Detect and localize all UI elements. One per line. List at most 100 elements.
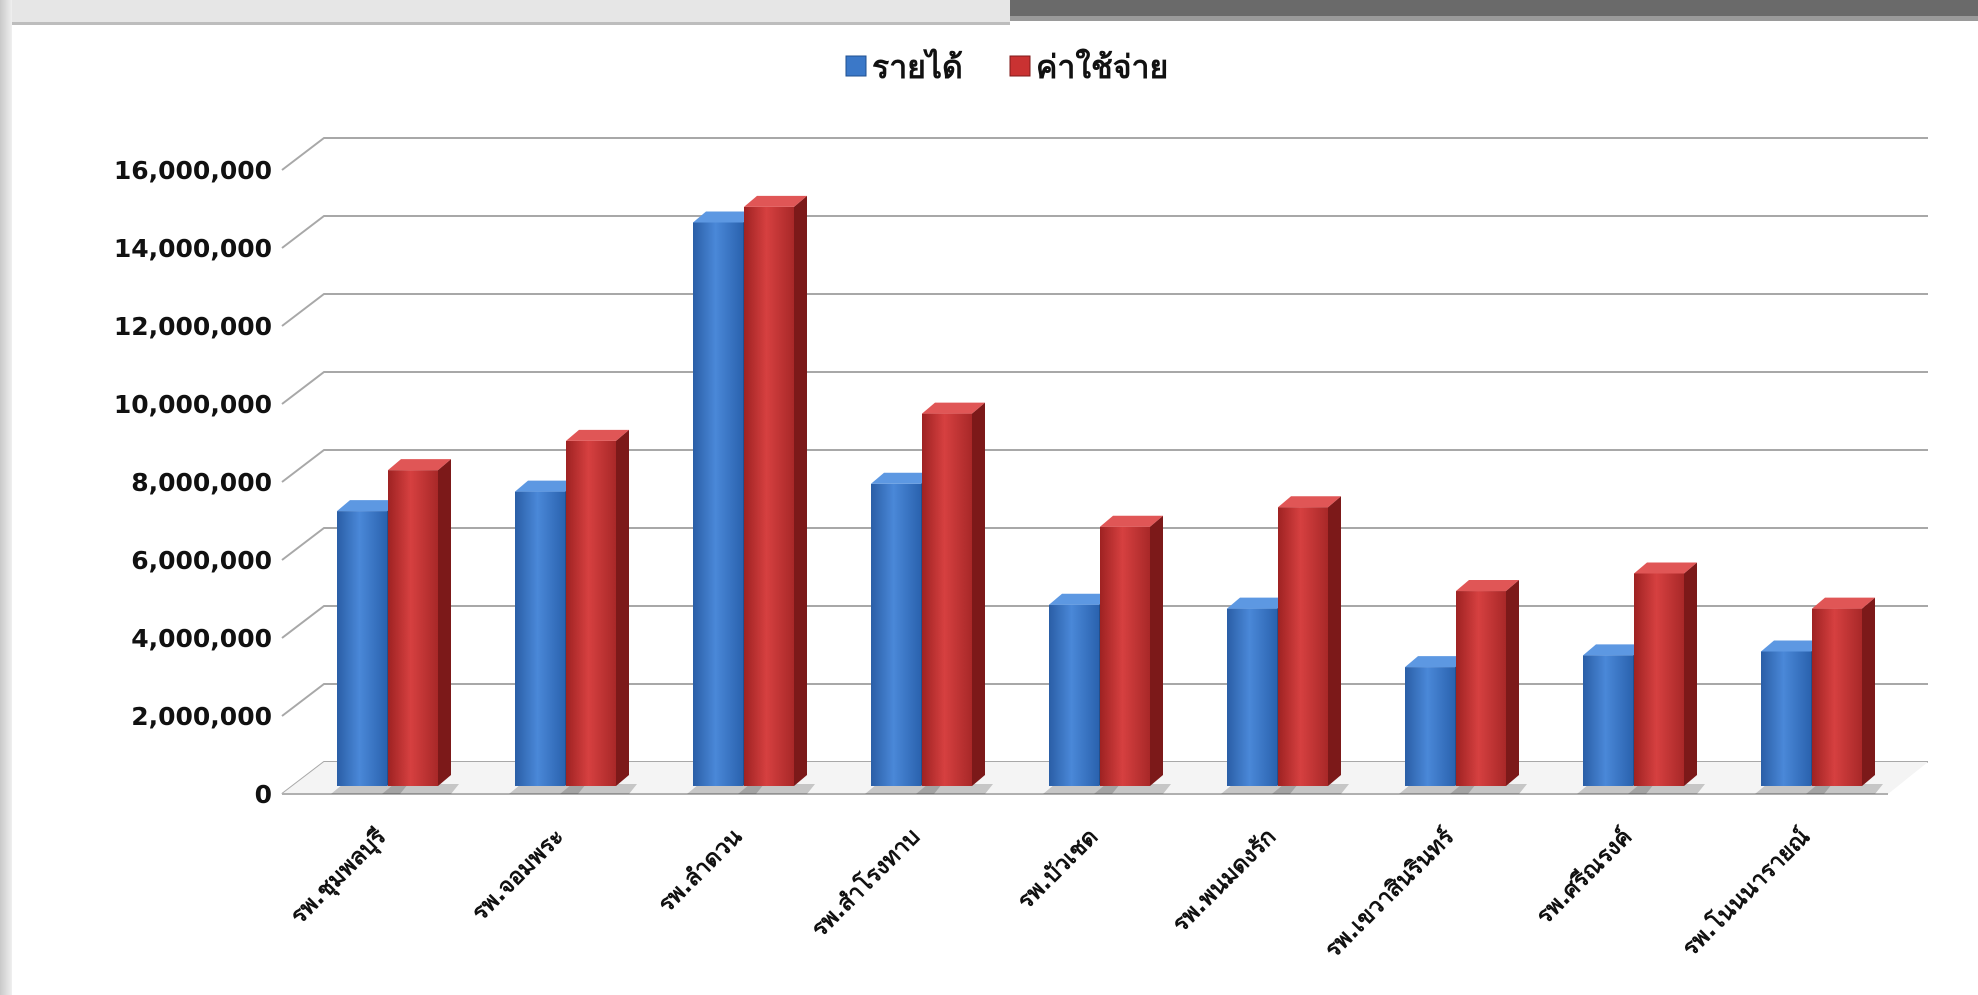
legend-swatch-expense <box>1009 55 1031 77</box>
bar-shadow <box>865 784 942 794</box>
gridline <box>281 215 1928 249</box>
x-tick-label: รพ.ศรีณรงค์ <box>1531 823 1637 929</box>
bar-top <box>337 500 400 512</box>
y-axis-ticks: 0 2,000,000 4,000,000 6,000,000 8,000,000 10,… <box>114 156 272 809</box>
bar-top <box>1761 640 1824 652</box>
x-tick-label: รพ.สำโรงทาบ <box>805 822 925 942</box>
x-tick-label: รพ.ลำดวน <box>653 824 747 918</box>
gridline <box>281 683 1928 717</box>
legend-label-income: รายได้ <box>872 48 963 86</box>
x-tick-label: รพ.โนนนารายณ์ <box>1676 822 1815 961</box>
bar-top <box>1634 562 1697 574</box>
bar-top <box>1049 593 1112 605</box>
bar-side <box>1328 496 1341 786</box>
bar-shadow <box>1043 784 1120 794</box>
x-tick-label: รพ.บัวเชด <box>1013 824 1104 915</box>
bar-shadow <box>1755 784 1832 794</box>
bar-income <box>1405 667 1455 786</box>
bar-side <box>972 402 985 786</box>
legend-swatch-income <box>845 55 867 77</box>
legend-item-expense: ค่าใช้จ่าย <box>1009 48 1168 86</box>
bar-income <box>693 222 743 786</box>
x-tick-label: รพ.เขวาสินรินทร์ <box>1319 823 1459 963</box>
window-frame-left <box>0 0 12 995</box>
bar-top <box>1456 580 1519 592</box>
bar-income <box>337 511 387 786</box>
bar-shadow <box>687 784 764 794</box>
bar-shadow <box>331 784 408 794</box>
bar-shadow <box>560 784 637 794</box>
bar-shadow <box>1806 784 1883 794</box>
bar-shadow <box>1577 784 1654 794</box>
bar-top <box>871 472 934 484</box>
gridline <box>281 605 1928 639</box>
gridline <box>281 527 1928 561</box>
gridline <box>281 371 1928 405</box>
bar-top <box>388 459 451 471</box>
bar-top <box>744 195 807 207</box>
gridline <box>281 293 1928 327</box>
bar-top <box>1278 496 1341 508</box>
window-frame-top-right <box>1010 0 1978 21</box>
bar-expense <box>1634 573 1684 786</box>
bar-expense <box>1456 591 1506 786</box>
bar-side <box>1506 580 1519 786</box>
bar-top <box>1227 597 1290 609</box>
gridline <box>281 449 1928 483</box>
bar-income <box>1583 655 1633 786</box>
bar-side <box>616 429 629 786</box>
bar-shadow <box>916 784 993 794</box>
x-tick-label: รพ.จอมพระ <box>467 824 569 926</box>
bar-top <box>566 429 629 441</box>
y-tick-label: 12,000,000 <box>114 312 272 341</box>
x-axis-ticks: รพ.ชุมพลบุรี รพ.จอมพระ รพ.ลำดวน รพ.สำโรงทาบ… <box>286 822 1816 963</box>
bar-top <box>515 480 578 492</box>
y-tick-label: 4,000,000 <box>131 624 272 653</box>
bar-shadow <box>382 784 459 794</box>
bar-expense <box>1100 526 1150 786</box>
gridline <box>281 137 1928 171</box>
legend: รายได้ ค่าใช้จ่าย <box>845 48 1168 86</box>
bar-shadow <box>1628 784 1705 794</box>
y-tick-label: 2,000,000 <box>131 702 272 731</box>
bar-shadow <box>1094 784 1171 794</box>
bar-shadow <box>1450 784 1527 794</box>
bar-top <box>1812 597 1875 609</box>
bar-shadow <box>1399 784 1476 794</box>
bars <box>331 195 1883 794</box>
y-tick-label: 10,000,000 <box>114 390 272 419</box>
bar-expense <box>1812 608 1862 786</box>
bar-top <box>1583 644 1646 656</box>
bar-top <box>1405 656 1468 668</box>
bar-expense <box>1278 507 1328 786</box>
bar-shadow <box>1272 784 1349 794</box>
bar-expense <box>388 470 438 786</box>
y-tick-label: 16,000,000 <box>114 156 272 185</box>
bar-income <box>1227 608 1277 786</box>
bar-top <box>1100 515 1163 527</box>
bar-side <box>794 195 807 786</box>
bar-expense <box>566 440 616 786</box>
bar-expense <box>922 413 972 786</box>
bar-top <box>922 402 985 414</box>
x-tick-label: รพ.พนมดงรัก <box>1168 824 1282 938</box>
y-tick-label: 8,000,000 <box>131 468 272 497</box>
bar-side <box>438 459 451 786</box>
window-frame-top-left <box>0 0 1010 25</box>
bar-side <box>1862 597 1875 786</box>
bar-income <box>871 483 921 786</box>
bar-expense <box>744 206 794 786</box>
y-tick-label: 6,000,000 <box>131 546 272 575</box>
bar-side <box>1684 562 1697 786</box>
bar-shadow <box>1221 784 1298 794</box>
y-tick-label: 14,000,000 <box>114 234 272 263</box>
bar-shadow <box>509 784 586 794</box>
bar-shadow <box>738 784 815 794</box>
x-tick-label: รพ.ชุมพลบุรี <box>286 823 393 930</box>
y-tick-label: 0 <box>255 780 272 809</box>
legend-label-expense: ค่าใช้จ่าย <box>1036 48 1168 86</box>
legend-item-income: รายได้ <box>845 48 963 86</box>
plot-area: 0 2,000,000 4,000,000 6,000,000 8,000,000 10,… <box>114 137 1928 963</box>
bar-side <box>1150 515 1163 786</box>
